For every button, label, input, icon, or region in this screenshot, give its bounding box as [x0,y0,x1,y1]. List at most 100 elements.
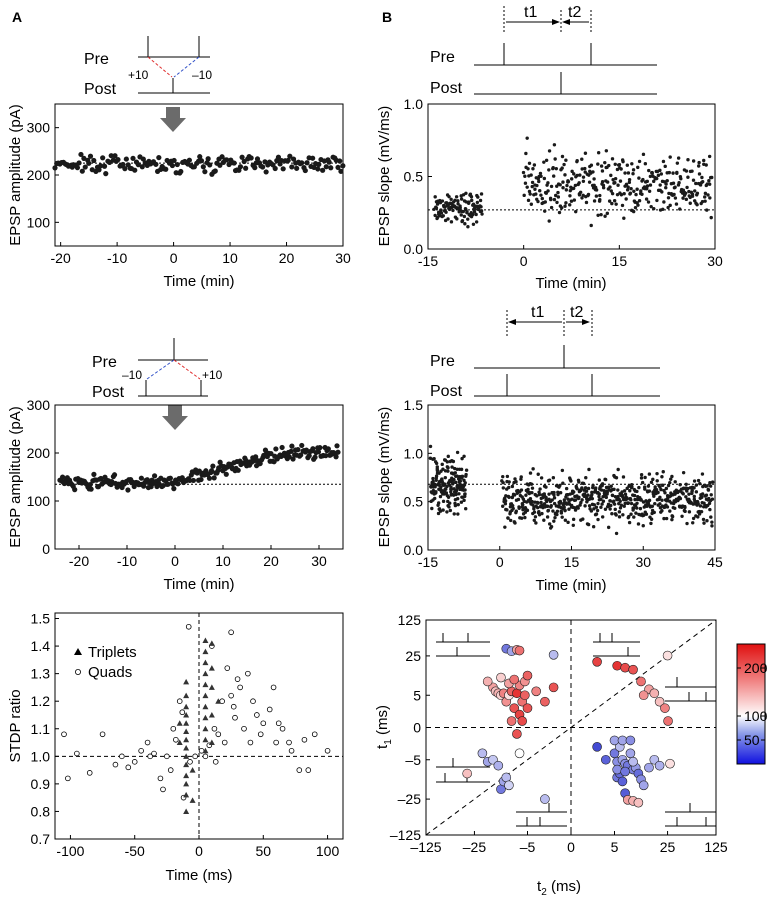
data-point [707,154,712,159]
data-point [571,186,576,191]
data-point [556,195,561,199]
y-tick-label: 100 [27,493,51,509]
data-point [521,170,526,175]
data-point [564,486,569,491]
data-point [594,194,599,198]
data-point [538,487,542,491]
data-point [624,197,628,201]
panel-label-b: B [382,9,392,25]
data-point [660,475,664,479]
data-point [670,474,674,479]
data-point [575,487,579,491]
data-point [237,164,244,170]
data-point [658,495,662,500]
data-point [584,476,588,480]
data-point [603,477,608,482]
data-point [584,489,589,493]
data-point [703,199,707,203]
triplet-point [183,745,190,751]
x-tick-label: 10 [215,553,231,569]
data-point [684,197,689,202]
data-point [578,190,583,194]
y-tick-label: 0.9 [31,776,51,792]
data-point [575,173,579,178]
colorbar [736,643,766,765]
data-point [430,506,434,511]
data-point [52,165,58,171]
quad-point [311,731,318,738]
data-point [563,518,568,522]
data-point [581,481,586,486]
data-point [709,515,713,519]
data-point [130,155,136,161]
data-point [702,521,706,525]
triplet-point [202,637,209,644]
data-point [636,165,640,170]
data-point [628,489,632,493]
minus10-label: –10 [192,68,212,82]
data-point [544,495,548,500]
data-point [700,472,705,476]
data-point [628,191,633,195]
data-point [679,177,683,181]
triplet-point [202,659,209,666]
data-point [558,501,563,505]
data-point [456,199,460,203]
data-point [663,164,667,169]
data-point [649,517,654,521]
data-point [562,498,567,502]
quad-point [257,731,264,738]
data-point [586,486,591,491]
data-point [559,511,564,515]
quad-point [131,759,138,765]
data-point [526,198,531,203]
data-point [289,443,295,449]
data-point [575,158,579,163]
data-point [217,162,223,168]
x-tick-label: 30 [707,253,723,269]
data-point [445,510,449,514]
data-point [434,490,438,494]
data-point [122,166,128,172]
data-point [549,205,554,210]
data-point [525,185,529,189]
data-point [452,512,456,516]
data-point [563,173,567,177]
data-point [323,164,329,170]
data-point [527,189,532,194]
legend-triplet-marker [74,648,82,655]
data-point [86,160,92,166]
data-point [598,193,602,198]
data-point [440,462,444,467]
data-point [506,716,517,726]
data-point [618,179,623,183]
data-point [239,154,245,160]
data-point [708,481,712,485]
data-point [501,486,506,490]
data-point [558,183,562,187]
data-point [280,166,286,172]
panel-label-a: A [12,9,22,25]
data-point [614,513,618,517]
x-tick-label: 30 [311,553,327,569]
data-point [454,480,458,485]
data-point [457,492,461,496]
data-point [629,512,633,516]
data-point [664,486,669,491]
data-point [536,199,540,204]
data-point [503,499,508,503]
data-point [600,482,605,486]
data-point [694,483,699,487]
data-point [531,467,535,471]
data-point [551,166,555,170]
data-point [619,503,624,507]
data-point [464,507,468,511]
data-point [507,480,511,484]
data-point [524,493,528,497]
data-point [547,168,551,172]
data-point [254,156,261,162]
data-point [320,167,326,173]
x-tick-label: -10 [117,553,137,569]
data-point [668,480,672,485]
data-point [637,176,641,180]
